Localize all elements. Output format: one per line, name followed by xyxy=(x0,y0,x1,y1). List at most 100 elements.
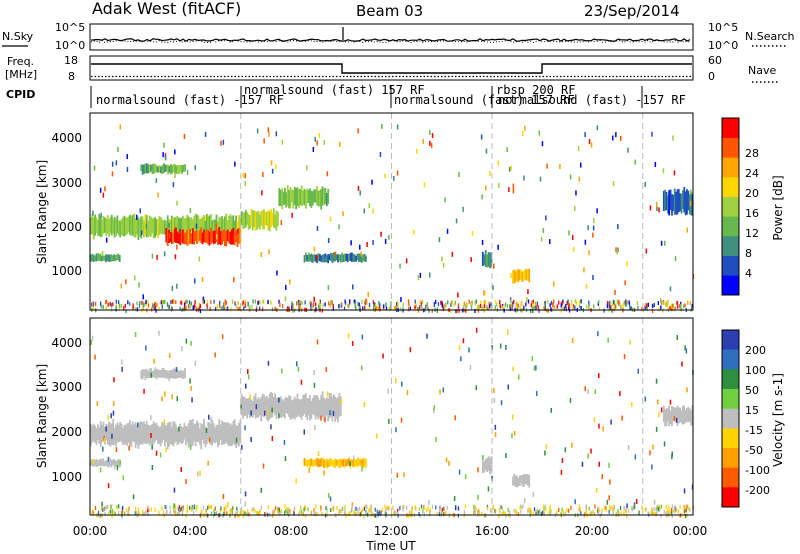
ground-echo xyxy=(376,305,378,310)
echo-cell xyxy=(302,394,304,416)
ground-echo xyxy=(142,303,144,308)
echo-cell xyxy=(360,459,363,466)
echo-cell xyxy=(147,424,149,443)
ground-echo xyxy=(636,301,638,305)
ground-echo xyxy=(161,304,163,309)
ground-echo xyxy=(318,305,320,310)
scatter-echo xyxy=(107,456,110,462)
echo-region xyxy=(240,391,342,423)
echo-cell xyxy=(665,192,668,211)
echo-cell xyxy=(94,425,96,443)
echo-cell xyxy=(481,251,484,266)
echo-cell xyxy=(153,370,155,377)
echo-cell xyxy=(291,189,293,203)
ground-echo xyxy=(375,513,377,518)
velocity-cbar-tick-2: 50 xyxy=(745,384,759,397)
ground-echo xyxy=(672,304,674,308)
ground-echo xyxy=(501,506,503,511)
scatter-echo xyxy=(101,251,104,257)
ground-echo xyxy=(441,303,443,308)
ground-echo xyxy=(644,305,646,310)
ground-echo xyxy=(440,300,442,305)
station-title: Adak West (fitACF) xyxy=(92,0,241,18)
scatter-echo xyxy=(284,296,287,302)
ground-echo xyxy=(187,304,190,309)
scatter-echo xyxy=(500,400,503,406)
noise-tick-right-top: 10^5 xyxy=(708,21,738,34)
echo-cell xyxy=(162,368,165,379)
ground-echo xyxy=(407,299,410,304)
ground-echo xyxy=(106,505,108,510)
ground-echo xyxy=(388,506,390,511)
scatter-echo xyxy=(454,415,456,421)
echo-cell xyxy=(353,459,356,467)
ground-echo xyxy=(494,509,497,514)
ground-echo xyxy=(196,504,198,509)
echo-cell xyxy=(143,421,145,443)
ground-echo xyxy=(286,507,288,512)
echo-cell xyxy=(257,397,260,418)
ground-echo xyxy=(144,510,146,515)
echo-cell xyxy=(133,424,136,442)
ground-echo xyxy=(486,305,488,310)
scatter-echo xyxy=(536,391,538,396)
echo-cell xyxy=(299,189,302,206)
echo-cell xyxy=(228,231,230,244)
scatter-echo xyxy=(332,410,335,416)
echo-cell xyxy=(154,367,157,378)
echo-cell xyxy=(513,269,516,284)
scatter-echo xyxy=(533,365,536,371)
ground-echo xyxy=(634,504,636,509)
ground-echo xyxy=(349,510,351,515)
scatter-echo xyxy=(190,385,192,391)
echo-cell xyxy=(90,424,92,447)
echo-cell xyxy=(284,187,286,205)
ground-echo xyxy=(379,304,381,309)
ground-echo xyxy=(116,505,119,510)
ground-echo xyxy=(478,508,480,513)
echo-cell xyxy=(339,396,342,416)
echo-cell xyxy=(238,423,240,447)
ground-echo xyxy=(351,505,353,510)
scatter-echo xyxy=(481,239,484,245)
ground-echo xyxy=(608,509,610,514)
echo-cell xyxy=(324,459,327,468)
echo-cell xyxy=(310,253,313,263)
scatter-echo xyxy=(316,140,318,146)
echo-cell xyxy=(207,229,210,245)
scatter-echo xyxy=(634,454,637,460)
echo-cell xyxy=(154,217,156,238)
echo-cell xyxy=(221,231,223,245)
ground-echo xyxy=(561,306,563,310)
ground-echo xyxy=(665,302,667,307)
ground-echo xyxy=(630,306,632,311)
ground-echo xyxy=(237,301,239,305)
echo-cell xyxy=(112,418,115,446)
ground-echo xyxy=(355,512,357,517)
ground-echo xyxy=(177,512,179,517)
scatter-echo xyxy=(159,452,162,458)
ground-echo xyxy=(450,302,452,307)
ground-echo xyxy=(549,507,551,512)
ground-echo xyxy=(478,511,481,516)
scatter-echo xyxy=(324,417,326,423)
cpid-segment-label-3: rbsp 200 RF xyxy=(496,83,575,97)
echo-cell xyxy=(92,254,95,262)
echo-cell xyxy=(352,459,355,467)
ground-echo xyxy=(426,302,428,306)
ground-echo xyxy=(374,303,376,308)
ground-echo xyxy=(251,304,253,309)
echo-cell xyxy=(175,227,177,243)
ground-echo xyxy=(653,507,655,512)
echo-cell xyxy=(109,216,112,234)
scatter-echo xyxy=(267,410,269,416)
ground-echo xyxy=(184,305,186,310)
scatter-echo xyxy=(601,474,603,480)
ground-echo xyxy=(138,511,140,516)
echo-cell xyxy=(363,458,366,468)
scatter-echo xyxy=(372,208,374,214)
scatter-echo xyxy=(216,234,218,240)
echo-cell xyxy=(101,459,103,466)
scatter-echo xyxy=(191,397,193,403)
xtick-3: 12:00 xyxy=(374,524,409,538)
